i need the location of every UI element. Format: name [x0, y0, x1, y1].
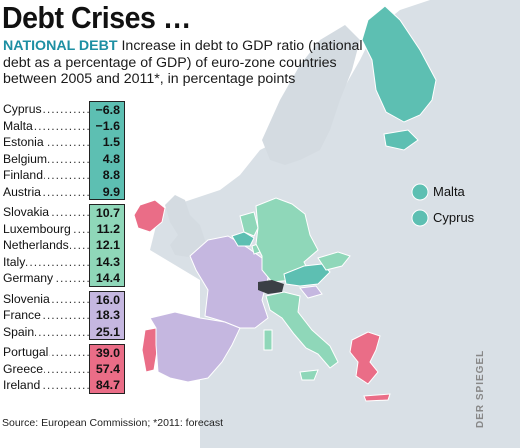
debt-value: 57.4: [89, 360, 125, 377]
country-name: Netherlands: [3, 237, 70, 254]
table-row: ........................................…: [3, 307, 125, 324]
table-row: ........................................…: [3, 220, 125, 237]
table-row: ........................................…: [3, 183, 125, 200]
debt-value: 25.1: [89, 323, 125, 340]
map-background-land: [150, 0, 520, 448]
table-row: ........................................…: [3, 167, 125, 184]
netherlands-shape: [239, 211, 259, 237]
table-row: ........................................…: [3, 117, 125, 134]
slovenia-shape: [299, 285, 323, 299]
country-name: Malta: [3, 117, 34, 134]
crete-shape: [363, 393, 391, 402]
table-row: ........................................…: [3, 253, 125, 270]
debt-value: 84.7: [89, 377, 125, 394]
table-group: ........................................…: [3, 204, 125, 287]
table-row: ........................................…: [3, 237, 125, 254]
belgium-shape: [231, 231, 255, 247]
france-shape: [189, 235, 269, 329]
table-group: ........................................…: [3, 290, 125, 340]
country-name: Ireland: [3, 377, 42, 394]
country-name: Cyprus: [3, 101, 43, 118]
debt-table: ........................................…: [3, 101, 125, 398]
country-name: Finland: [3, 167, 44, 184]
slovakia-shape: [317, 251, 351, 271]
debt-value: −1.6: [89, 117, 125, 134]
subtitle-lead: NATIONAL DEBT: [3, 38, 118, 54]
source-note: Source: European Commission; *2011: fore…: [2, 417, 224, 429]
sardinia-shape: [263, 329, 273, 351]
debt-value: 12.1: [89, 237, 125, 254]
cyprus-legend-dot: [411, 209, 429, 227]
country-name: Spain: [3, 323, 36, 340]
country-name: Greece: [3, 360, 44, 377]
uk-shape: [165, 195, 210, 258]
table-row: ........................................…: [3, 134, 125, 151]
country-name: Slovakia: [3, 204, 51, 221]
country-name: Estonia: [3, 134, 45, 151]
country-name: Luxembourg: [3, 220, 72, 237]
scandinavia-shape: [262, 25, 360, 165]
table-row: ........................................…: [3, 344, 125, 361]
italy-shape: [265, 291, 339, 369]
country-name: Germany: [3, 270, 55, 287]
debt-value: 18.3: [89, 307, 125, 324]
table-row: ........................................…: [3, 270, 125, 287]
debt-value: 11.2: [89, 220, 125, 237]
spain-shape: [149, 311, 241, 383]
country-name: Belgium: [3, 150, 49, 167]
debt-value: 9.9: [89, 183, 125, 200]
country-name: Portugal: [3, 344, 50, 361]
debt-value: −6.8: [89, 101, 125, 118]
debt-value: 4.8: [89, 150, 125, 167]
country-name: Italy: [3, 253, 27, 270]
cyprus-legend-label: Cyprus: [433, 210, 475, 225]
debt-value: 14.4: [89, 270, 125, 287]
table-group: ........................................…: [3, 101, 125, 200]
page-title: Debt Crises …: [2, 0, 191, 35]
sicily-shape: [299, 369, 319, 381]
ireland-shape: [133, 199, 166, 233]
debt-value: 1.5: [89, 134, 125, 151]
table-row: ........................................…: [3, 360, 125, 377]
table-row: ........................................…: [3, 150, 125, 167]
table-row: ........................................…: [3, 377, 125, 394]
finland-shape: [361, 5, 437, 123]
table-row: ........................................…: [3, 101, 125, 118]
austria-shape: [283, 263, 331, 287]
credit-label: DER SPIEGEL: [475, 349, 486, 428]
switzerland-shape: [258, 280, 284, 294]
country-name: Slovenia: [3, 290, 51, 307]
estonia-shape: [383, 129, 419, 151]
subtitle-text: Increase in debt to GDP ratio (national …: [3, 38, 363, 87]
debt-value: 16.0: [89, 290, 125, 307]
table-row: ........................................…: [3, 204, 125, 221]
debt-value: 14.3: [89, 253, 125, 270]
debt-value: 8.8: [89, 167, 125, 184]
country-name: Austria: [3, 183, 42, 200]
table-row: ........................................…: [3, 290, 125, 307]
table-group: ........................................…: [3, 344, 125, 394]
debt-value: 39.0: [89, 344, 125, 361]
table-row: ........................................…: [3, 323, 125, 340]
malta-legend-label: Malta: [433, 184, 465, 199]
debt-value: 10.7: [89, 204, 125, 221]
country-name: France: [3, 307, 42, 324]
subtitle: NATIONAL DEBT Increase in debt to GDP ra…: [3, 38, 373, 88]
malta-legend-dot: [411, 183, 429, 201]
greece-shape: [349, 331, 381, 385]
